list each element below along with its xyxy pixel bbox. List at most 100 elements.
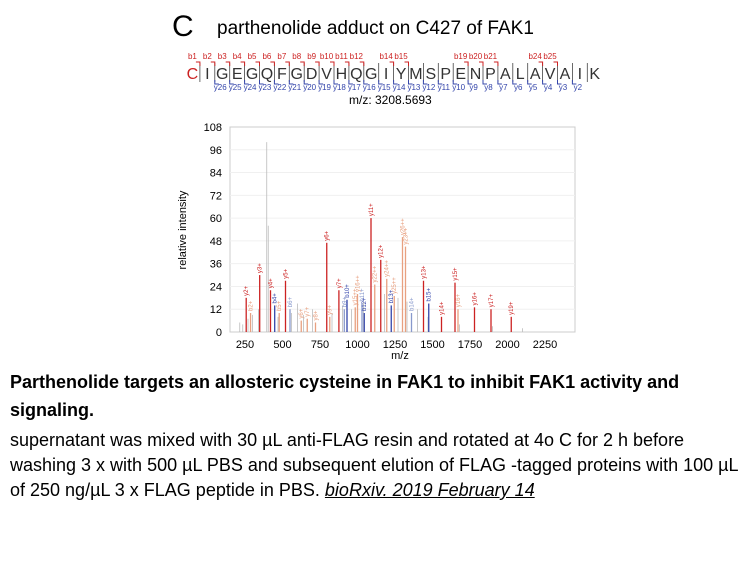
y-ion-label: y14 <box>393 83 406 92</box>
y-ion-label: y21 <box>288 83 301 92</box>
b-ion-label: b15 <box>394 52 408 61</box>
x-tick-label: 500 <box>273 339 291 351</box>
b-ion-label: b8 <box>292 52 301 61</box>
y-ion-label: y23 <box>258 83 271 92</box>
y-tick-label: 48 <box>210 236 222 248</box>
residue: P <box>485 66 496 83</box>
peak-label: b13+ <box>389 289 395 303</box>
caption-text: supernatant was mixed with 30 µL anti-FL… <box>10 430 738 500</box>
y-tick-label: 96 <box>210 145 222 157</box>
peak-label: y11+ <box>369 203 375 216</box>
b-ion-label: b10 <box>320 52 334 61</box>
residue: P <box>440 66 451 83</box>
spectrum-plot: y2+y3+b2+y4+b4+b5+y5+b6+y6+ y7+ y8+y6+y9+y… <box>177 122 576 362</box>
y-ion-label: y18 <box>333 83 346 92</box>
b-ion-bracket <box>285 61 290 66</box>
residue: Y <box>396 66 407 83</box>
b-ion-label: b1 <box>188 52 197 61</box>
b-ion-label: b3 <box>218 52 227 61</box>
y-tick-label: 60 <box>210 213 222 225</box>
b-ion-bracket <box>553 61 558 66</box>
b-ion-bracket <box>538 61 544 66</box>
y-tick-label: 84 <box>210 168 222 180</box>
residue: L <box>516 66 525 83</box>
y-ion-label: y15 <box>378 83 391 92</box>
peak-label: b11+ <box>360 288 366 302</box>
y-ion-bracket <box>408 80 413 85</box>
peak-label: b10+ <box>345 284 351 298</box>
peptide-fragment-map: C I G E G Q F G D V H Q G I Y M S P E N P A L A V A I Kb1 b2 b3 b4 b5 b6… <box>187 52 601 92</box>
y-ion-label: y24 <box>244 83 257 92</box>
x-tick-label: 1500 <box>420 339 444 351</box>
x-tick-label: 1250 <box>383 339 407 351</box>
peak-label: y6+ <box>299 308 305 318</box>
y-ion-label: y22 <box>273 83 286 92</box>
citation-link[interactable]: bioRxiv. 2019 February 14 <box>324 480 535 500</box>
peak-label: y7+ <box>305 306 311 316</box>
y-ion-label: y10 <box>452 83 465 92</box>
peak-label: y16+ <box>473 292 479 306</box>
y-ion-bracket <box>288 80 294 85</box>
x-tick-label: 1000 <box>345 339 369 351</box>
y-tick-label: 12 <box>210 304 222 316</box>
peak-label: b12+ <box>362 297 368 311</box>
y-ion-label: y11 <box>438 83 451 92</box>
b-ion-bracket <box>210 61 216 66</box>
peak-label: b2+ <box>249 300 255 311</box>
peak-label: y23++ <box>404 227 410 244</box>
y-ion-label: y7 <box>499 83 508 92</box>
b-ion-label: b12 <box>350 52 364 61</box>
b-ion-bracket <box>389 61 395 66</box>
peak-label: b5+ <box>277 300 283 311</box>
b-ion-label: b2 <box>203 52 212 61</box>
y-ion-bracket <box>303 80 309 85</box>
y-ion-label: y19 <box>318 83 331 92</box>
residue: A <box>530 66 541 83</box>
caption-body: supernatant was mixed with 30 µL anti-FL… <box>10 428 754 503</box>
peak-label: y6+ <box>325 230 331 240</box>
y-ion-bracket <box>348 80 353 85</box>
y-ion-bracket <box>527 80 532 85</box>
b-ion-label: b20 <box>469 52 483 61</box>
residue: G <box>216 66 228 83</box>
y-ion-bracket <box>482 80 487 85</box>
precursor-mz: m/z: 3208.5693 <box>349 93 432 107</box>
peak-label: y14+ <box>440 301 446 315</box>
y-ion-bracket <box>318 80 324 85</box>
b-ion-bracket <box>493 61 499 66</box>
peak-label: y24++ <box>385 260 391 277</box>
residue: M <box>409 66 422 83</box>
residue: D <box>306 66 318 83</box>
residue: F <box>277 66 287 83</box>
b-ion-label: b24 <box>528 52 542 61</box>
b-ion-label: b21 <box>484 52 498 61</box>
residue: N <box>470 66 482 83</box>
peak-label: y3+ <box>258 263 264 273</box>
x-tick-label: 250 <box>236 339 254 351</box>
y-ion-bracket <box>542 80 547 85</box>
b-ion-bracket <box>225 61 231 66</box>
y-ion-label: y26 <box>214 83 227 92</box>
b-ion-label: b6 <box>262 52 271 61</box>
residue: A <box>500 66 511 83</box>
b-ion-label: b19 <box>454 52 468 61</box>
y-ion-bracket <box>467 80 473 85</box>
b-ion-label: b11 <box>335 52 348 61</box>
b-ion-label: b5 <box>248 52 257 61</box>
b-ion-label: b7 <box>277 52 286 61</box>
b-ion-label: b14 <box>379 52 393 61</box>
x-tick-label: 2250 <box>533 339 557 351</box>
y-ion-label: y8 <box>484 83 493 92</box>
y-ion-bracket <box>259 80 264 85</box>
y-ion-label: y9 <box>469 83 478 92</box>
peak-label: y19+ <box>509 301 515 315</box>
y-ion-label: y5 <box>529 83 538 92</box>
y-tick-label: 108 <box>204 122 222 134</box>
b-ion-bracket <box>479 61 484 66</box>
residue: Q <box>261 66 273 83</box>
b-ion-bracket <box>240 61 246 66</box>
y-ion-bracket <box>512 80 517 85</box>
residue: G <box>246 66 258 83</box>
y-ion-bracket <box>557 80 562 85</box>
b-ion-bracket <box>270 61 275 66</box>
